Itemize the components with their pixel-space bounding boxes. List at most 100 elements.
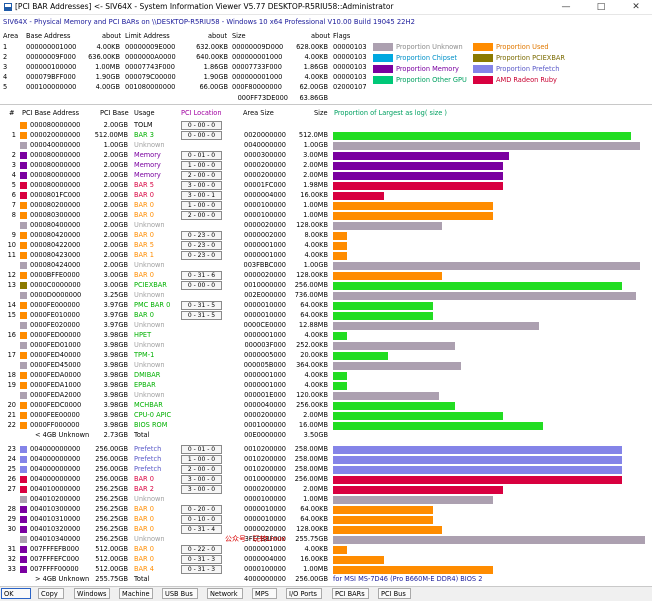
pci-base-address: 0000FE000000 xyxy=(30,301,80,309)
proportion-bar xyxy=(333,422,543,430)
row-swatch xyxy=(20,202,27,209)
area-size: 0040000000 xyxy=(244,141,286,149)
windows-button[interactable]: Windows xyxy=(74,588,110,599)
bar-header-location: PCI Location xyxy=(181,109,222,117)
area-header-area: Area xyxy=(3,32,19,40)
pci-base-address: 0000D0000000 xyxy=(30,291,82,299)
pci-bus-button[interactable]: PCI Bus xyxy=(378,588,411,599)
legend-swatch xyxy=(373,76,393,84)
pci-base-address: 004000000000 xyxy=(30,475,81,483)
usage: BAR 0 xyxy=(134,525,154,533)
row-number: 8 xyxy=(11,211,16,219)
pci-location: 0 - 31 - 3 xyxy=(181,555,222,564)
usage: Unknown xyxy=(134,535,165,543)
io-ports-button[interactable]: I/O Ports xyxy=(286,588,322,599)
row-number: 1 xyxy=(11,131,16,139)
area-size: 0010200000 xyxy=(244,455,286,463)
pci-base: 3.25GB xyxy=(103,291,128,299)
maximize-button[interactable]: □ xyxy=(596,2,606,12)
proportion-bar xyxy=(333,342,455,350)
bar-header-proportion: Proportion of Largest as log( size ) xyxy=(334,109,447,117)
pci-base: 256.25GB xyxy=(95,515,128,523)
pci-base: 256.25GB xyxy=(95,485,128,493)
minimize-button[interactable]: — xyxy=(561,2,571,12)
area-size: 0000300000 xyxy=(244,151,286,159)
proportion-bar xyxy=(333,456,622,464)
proportion-bar xyxy=(333,282,622,290)
row-number: 26 xyxy=(7,475,16,483)
pci-base: 256.00GB xyxy=(95,475,128,483)
area-base: 000000001000 xyxy=(26,43,77,51)
pci-location: 0 - 01 - 0 xyxy=(181,151,222,160)
size: 2.00MB xyxy=(303,411,328,419)
proportion-bar xyxy=(333,142,640,150)
usage: EPBAR xyxy=(134,381,156,389)
pci-bars-button[interactable]: PCI BARs xyxy=(332,588,369,599)
usage: BAR 0 xyxy=(134,201,154,209)
row-swatch xyxy=(20,466,27,473)
usage: BAR 5 xyxy=(134,241,154,249)
proportion-bar xyxy=(333,262,640,270)
app-icon xyxy=(4,3,12,11)
pci-base: 2.00GB xyxy=(103,191,128,199)
usage: BAR 0 xyxy=(134,311,154,319)
motherboard-info: for MSI MS-7D46 (Pro B660M-E DDR4) BIOS … xyxy=(333,575,483,583)
area-size: 0000100000 xyxy=(244,565,286,573)
row-swatch xyxy=(20,212,27,219)
row-number: 5 xyxy=(11,181,16,189)
size: 1.00MB xyxy=(303,211,328,219)
row-number: 12 xyxy=(7,271,16,279)
separator xyxy=(0,104,652,105)
close-button[interactable]: ✕ xyxy=(632,2,640,12)
proportion-bar xyxy=(333,466,622,474)
pci-base-address: 004000000000 xyxy=(30,455,81,463)
proportion-bar xyxy=(333,372,347,380)
row-swatch xyxy=(20,282,27,289)
below-4gb-area: 00E0000000 xyxy=(244,431,286,439)
size: 4.00KB xyxy=(304,371,328,379)
area-base: 000100000000 xyxy=(26,83,77,91)
row-swatch xyxy=(20,272,27,279)
pci-base-address: 0000BFFE0000 xyxy=(30,271,80,279)
pci-location: 0 - 22 - 0 xyxy=(181,545,222,554)
network-button[interactable]: Network xyxy=(207,588,243,599)
pci-base-address: 000080420000 xyxy=(30,231,81,239)
below-4gb-size: 3.50GB xyxy=(303,431,328,439)
usage: PCIEXBAR xyxy=(134,281,167,289)
above-4gb-base: 255.75GB xyxy=(95,575,128,583)
usb-bus-button[interactable]: USB Bus xyxy=(162,588,198,599)
area-limit: 000079C00000 xyxy=(125,73,176,81)
pci-base-address: 0000FE010000 xyxy=(30,311,80,319)
pci-base-address: 004010320000 xyxy=(30,525,81,533)
below-4gb-usage: Total xyxy=(134,431,150,439)
legend-swatch xyxy=(473,65,493,73)
proportion-bar xyxy=(333,382,347,390)
row-number: 3 xyxy=(11,161,16,169)
row-number: 30 xyxy=(7,525,16,533)
pci-base: 256.00GB xyxy=(95,455,128,463)
row-swatch xyxy=(20,526,27,533)
pci-location: 1 - 00 - 0 xyxy=(181,161,222,170)
mps-button[interactable]: MPS xyxy=(252,588,277,599)
pci-base-address: 000080300000 xyxy=(30,211,81,219)
usage: PMC BAR 0 xyxy=(134,301,171,309)
usage: Memory xyxy=(134,161,161,169)
pci-base: 512.00GB xyxy=(95,565,128,573)
size: 256.00KB xyxy=(296,401,328,409)
usage: BAR 0 xyxy=(134,191,154,199)
size: 16.00KB xyxy=(300,555,328,563)
row-number: 6 xyxy=(11,191,16,199)
bar-header-areasize: Area Size xyxy=(243,109,274,117)
copy-button[interactable]: Copy xyxy=(38,588,64,599)
ok-button[interactable]: OK xyxy=(1,588,31,599)
machine-button[interactable]: Machine xyxy=(119,588,153,599)
size: 736.00MB xyxy=(294,291,328,299)
pci-base-address: 000080422000 xyxy=(30,241,81,249)
usage: BAR 1 xyxy=(134,251,154,259)
area-num: 4 xyxy=(3,73,8,81)
row-swatch xyxy=(20,222,27,229)
area-limit: 00007743F000 xyxy=(125,63,175,71)
pci-base: 3.98GB xyxy=(103,391,128,399)
size: 1.00MB xyxy=(303,565,328,573)
pci-base-address: 004010300000 xyxy=(30,505,81,513)
